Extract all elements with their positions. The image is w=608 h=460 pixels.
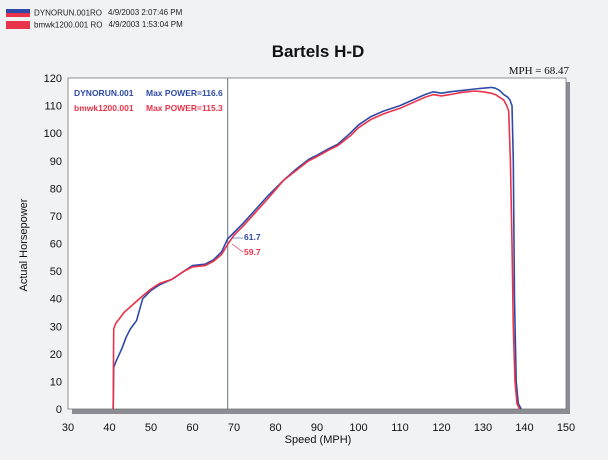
x-tick-label: 130 <box>474 422 492 434</box>
y-tick-label: 60 <box>50 239 62 251</box>
legend-series-1-name: DYNORUN.001 <box>74 88 134 98</box>
x-axis-label: Speed (MPH) <box>285 434 352 446</box>
run-2-file: bmwk1200.001 RO <box>34 20 103 30</box>
y-tick-label: 0 <box>56 404 62 416</box>
run-1-file: DYNORUN.001RO <box>34 8 103 18</box>
cursor-readout: MPH = 68.47 <box>509 65 570 77</box>
cursor-value-1: 61.7 <box>244 232 261 242</box>
y-axis-label: Actual Horsepower <box>18 198 30 291</box>
y-tick-label: 120 <box>44 73 62 85</box>
run-2-date: 4/9/2003 1:53:04 PM <box>108 20 183 30</box>
x-tick-label: 50 <box>145 422 157 434</box>
x-axis-ticks: 30 40 50 60 70 80 90 100 110 120 130 140 150 <box>62 422 575 434</box>
run-row-2: bmwk1200.001 RO 4/9/2003 1:53:04 PM <box>6 20 183 31</box>
y-tick-label: 90 <box>50 156 62 168</box>
y-tick-label: 10 <box>50 376 62 388</box>
x-tick-label: 90 <box>311 422 323 434</box>
x-tick-label: 120 <box>432 422 450 434</box>
run-1-date: 4/9/2003 2:07:46 PM <box>108 8 183 18</box>
x-tick-label: 80 <box>269 422 281 434</box>
legend-series-2-max: Max POWER=115.3 <box>146 103 223 113</box>
x-tick-label: 70 <box>228 422 240 434</box>
legend-series-1-max: Max POWER=116.6 <box>146 88 223 98</box>
run-2-color-swatch <box>6 20 30 29</box>
run-1-color-swatch <box>6 8 30 17</box>
y-tick-label: 100 <box>44 128 62 140</box>
series-line-1 <box>112 86 522 410</box>
legend-series-2-name: bmwk1200.001 <box>74 103 134 113</box>
y-tick-label: 110 <box>44 101 62 113</box>
cursor-value-2: 59.7 <box>244 247 261 257</box>
plot-area <box>67 77 567 410</box>
x-tick-label: 100 <box>349 422 367 434</box>
x-tick-label: 40 <box>103 422 115 434</box>
x-tick-label: 30 <box>62 422 74 434</box>
run-row-1: DYNORUN.001RO 4/9/2003 2:07:46 PM <box>6 8 182 19</box>
y-tick-label: 40 <box>50 294 62 306</box>
y-tick-label: 50 <box>50 266 62 278</box>
chart-title: Bartels H-D <box>272 42 365 61</box>
y-tick-label: 20 <box>50 349 62 361</box>
x-tick-label: 60 <box>186 422 198 434</box>
series-group <box>112 86 522 410</box>
x-tick-label: 140 <box>515 422 533 434</box>
y-tick-label: 80 <box>50 183 62 195</box>
x-tick-label: 150 <box>557 422 575 434</box>
cursor-value-2-leader <box>231 243 244 253</box>
y-tick-label: 70 <box>50 211 62 223</box>
y-tick-label: 30 <box>50 321 62 333</box>
x-tick-label: 110 <box>391 422 409 434</box>
y-axis-ticks: 0 10 20 30 40 50 60 70 80 90 100 110 120 <box>44 73 62 416</box>
series-line-2 <box>112 90 521 410</box>
